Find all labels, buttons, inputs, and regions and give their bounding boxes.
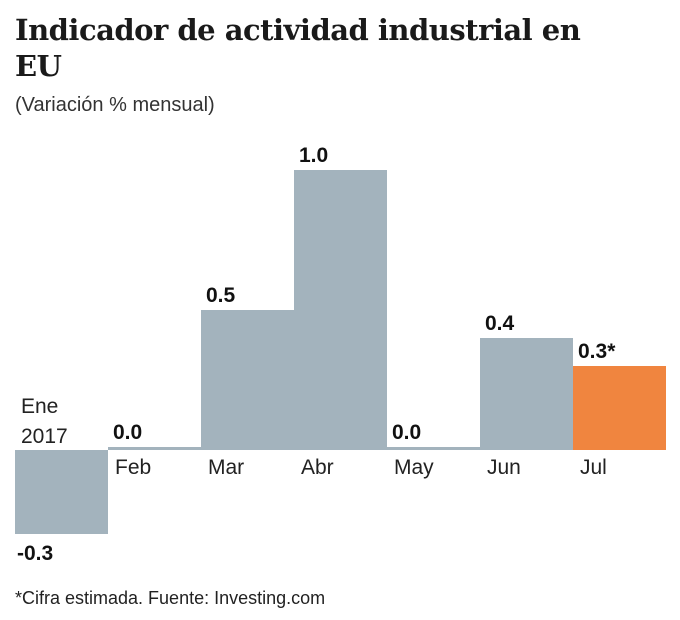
source-note: *Cifra estimada. Fuente: Investing.com	[15, 588, 326, 608]
value-label: 0.4	[485, 312, 515, 335]
bar-0	[15, 450, 108, 534]
bar-1	[108, 447, 201, 450]
category-label: Jul	[580, 456, 607, 479]
category-label: Feb	[115, 456, 151, 479]
category-label: May	[394, 456, 434, 479]
chart-title: Indicador de actividad industrial en EU	[15, 13, 581, 83]
category-label: Ene	[21, 395, 58, 418]
bar-3	[294, 170, 387, 450]
value-label: -0.3	[17, 542, 53, 565]
bar-6	[573, 366, 666, 450]
category-label: Mar	[208, 456, 244, 479]
category-label: 2017	[21, 425, 68, 448]
bar-2	[201, 310, 294, 450]
bar-5	[480, 338, 573, 450]
bar-4	[387, 447, 480, 450]
value-label: 0.0	[392, 421, 421, 444]
chart-subtitle: (Variación % mensual)	[15, 94, 215, 116]
category-label: Jun	[487, 456, 521, 479]
value-label: 0.0	[113, 421, 142, 444]
value-label: 1.0	[299, 144, 328, 167]
value-label: 0.5	[206, 284, 236, 307]
value-label: 0.3*	[578, 340, 616, 363]
category-label: Abr	[301, 456, 334, 479]
